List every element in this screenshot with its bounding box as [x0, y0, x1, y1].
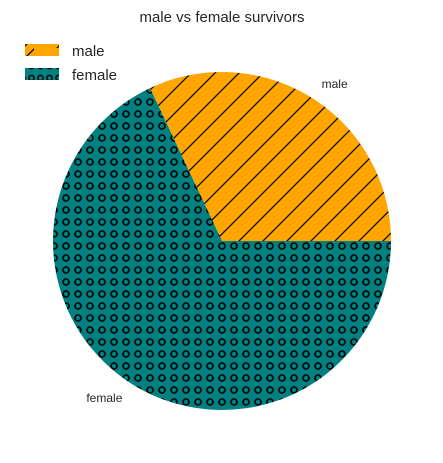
legend-swatch-male: [25, 44, 59, 56]
pie-slice-male: [150, 71, 391, 241]
pie-slices: [53, 71, 392, 410]
legend: male female: [25, 43, 117, 84]
legend-label-female: female: [72, 67, 117, 84]
slice-label-female: female: [86, 391, 122, 405]
chart-title: male vs female survivors: [139, 9, 304, 26]
slice-label-male: male: [322, 77, 348, 91]
pie-slice-female: [53, 88, 392, 410]
legend-label-male: male: [72, 43, 105, 60]
legend-swatch-female: [25, 68, 59, 80]
pie-slice-labels: male female: [86, 77, 348, 405]
